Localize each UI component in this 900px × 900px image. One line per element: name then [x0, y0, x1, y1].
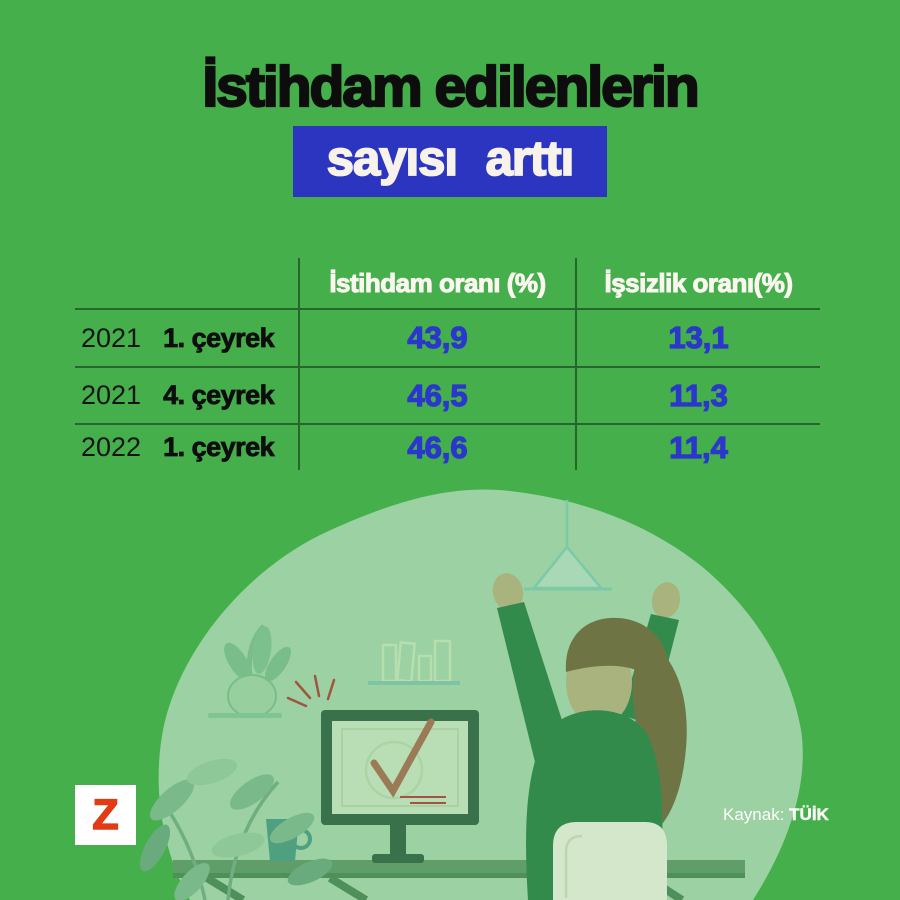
unemployment-value: 13,1 [575, 308, 820, 366]
table-row-label: 2021 1. çeyrek [75, 308, 298, 366]
row-year: 2021 [81, 322, 142, 353]
table-corner-cell [75, 258, 298, 308]
employment-value: 46,5 [298, 366, 575, 423]
row-quarter: 1. çeyrek [163, 432, 275, 463]
unemployment-value: 11,4 [575, 423, 820, 470]
title-highlight-wrap: sayısı arttı [0, 126, 900, 197]
title-highlight: sayısı arttı [292, 126, 608, 197]
statistics-table: İstihdam oranı (%) İşsizlik oranı(%) 202… [75, 258, 820, 470]
table-row-label: 2022 1. çeyrek [75, 423, 298, 470]
row-quarter: 1. çeyrek [163, 322, 275, 353]
potted-plant-shelf-icon [208, 624, 292, 718]
row-year: 2021 [81, 380, 142, 410]
monitor-checkmark-icon [321, 710, 479, 863]
column-header-unemployment: İşsizlik oranı(%) [575, 258, 820, 308]
table-row-label: 2021 4. çeyrek [75, 366, 298, 423]
source-value: TÜİK [789, 805, 829, 825]
row-year: 2022 [81, 432, 142, 462]
employment-value: 46,6 [298, 423, 575, 470]
employment-value: 43,9 [298, 308, 575, 366]
spark-lines-icon [286, 674, 336, 708]
brand-logo-letter: Z [92, 790, 120, 840]
page-title: İstihdam edilenlerin [201, 54, 700, 120]
woman-celebrating [492, 573, 687, 900]
bookshelf-icon [368, 639, 460, 685]
column-header-employment: İstihdam oranı (%) [298, 258, 575, 308]
row-quarter: 4. çeyrek [163, 380, 275, 411]
hanging-lamp-icon [524, 500, 612, 591]
brand-logo: Z [75, 785, 136, 845]
floor-plant-icon [139, 758, 333, 900]
source-label: Kaynak: [723, 805, 785, 824]
source-credit: Kaynak: TÜİK [723, 805, 829, 825]
unemployment-value: 11,3 [575, 366, 820, 423]
